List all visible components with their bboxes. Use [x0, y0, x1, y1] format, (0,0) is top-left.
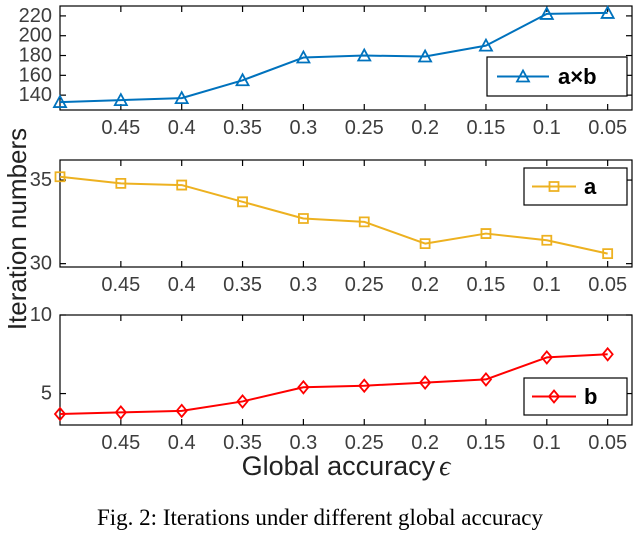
- x-tick-label: 0.45: [101, 117, 140, 139]
- x-tick-label: 0.3: [289, 274, 317, 296]
- series-markers: [52, 5, 616, 108]
- y-tick-label: 30: [30, 253, 52, 275]
- y-tick-label: 220: [19, 5, 52, 27]
- legend-marker-sample: [547, 389, 561, 404]
- series-line: [59, 11, 608, 104]
- legend-label: a: [584, 174, 597, 199]
- x-tick-label: 0.25: [345, 117, 384, 139]
- y-tick-label: 160: [19, 64, 52, 86]
- x-tick-label: 0.4: [168, 117, 196, 139]
- x-tick-label: 0.25: [345, 274, 384, 296]
- subplot-ab: 0.45 0.4 0.35 0.3 0.25 0.2 0.15 0.1 0.05 14016018…: [19, 5, 633, 139]
- x-tick-label: 0.05: [588, 117, 627, 139]
- x-tick-label: 0.1: [533, 432, 561, 453]
- series-markers: [54, 171, 614, 260]
- x-tick-label: 0.25: [345, 432, 384, 453]
- series-markers: [53, 346, 614, 422]
- x-tick-label: 0.35: [223, 432, 262, 453]
- legend-label: a×b: [558, 64, 597, 89]
- x-tick-label: 0.4: [168, 432, 196, 453]
- y-tick-label: 200: [19, 25, 52, 47]
- legend-marker-sample: [515, 68, 531, 83]
- tick-marks: [60, 160, 632, 267]
- x-tick-label: 0.2: [411, 274, 439, 296]
- x-tick-label: 0.1: [533, 274, 561, 296]
- y-tick-label: 140: [19, 84, 52, 106]
- x-tick-label: 0.3: [289, 117, 317, 139]
- legend-marker-sample: [548, 181, 560, 192]
- x-tick-label: 0.35: [223, 274, 262, 296]
- x-tick-label: 0.35: [223, 117, 262, 139]
- x-tick-label: 0.3: [289, 432, 317, 453]
- subplot-b: 0.45 0.4 0.35 0.3 0.25 0.2 0.15 0.1 0.05 5 10 b: [30, 304, 633, 453]
- x-axis-label: Global accuracy ϵ: [52, 451, 640, 483]
- legend-label: b: [584, 384, 597, 409]
- subplot-a: 0.45 0.4 0.35 0.3 0.25 0.2 0.15 0.1 0.05 30 35 a: [30, 159, 633, 296]
- series-line: [59, 353, 608, 415]
- tick-marks: [60, 314, 632, 425]
- x-tick-label: 0.15: [466, 117, 505, 139]
- y-tick-label: 35: [30, 169, 52, 191]
- epsilon-symbol: ϵ: [439, 451, 451, 482]
- x-tick-label: 0.05: [588, 432, 627, 453]
- x-tick-label: 0.1: [533, 117, 561, 139]
- x-tick-label: 0.05: [588, 274, 627, 296]
- series-line: [59, 175, 608, 255]
- x-tick-label: 0.2: [411, 432, 439, 453]
- y-tick-label: 10: [30, 304, 52, 326]
- x-tick-label: 0.4: [168, 274, 196, 296]
- x-tick-label: 0.15: [466, 432, 505, 453]
- x-tick-label: 0.2: [411, 117, 439, 139]
- x-tick-label: 0.15: [466, 274, 505, 296]
- x-axis-label-text: Global accuracy: [241, 451, 436, 481]
- figure-caption: Fig. 2: Iterations under different globa…: [97, 505, 543, 530]
- x-tick-label: 0.45: [101, 432, 140, 453]
- x-tick-label: 0.45: [101, 274, 140, 296]
- y-tick-label: 5: [41, 383, 52, 405]
- y-tick-label: 180: [19, 45, 52, 67]
